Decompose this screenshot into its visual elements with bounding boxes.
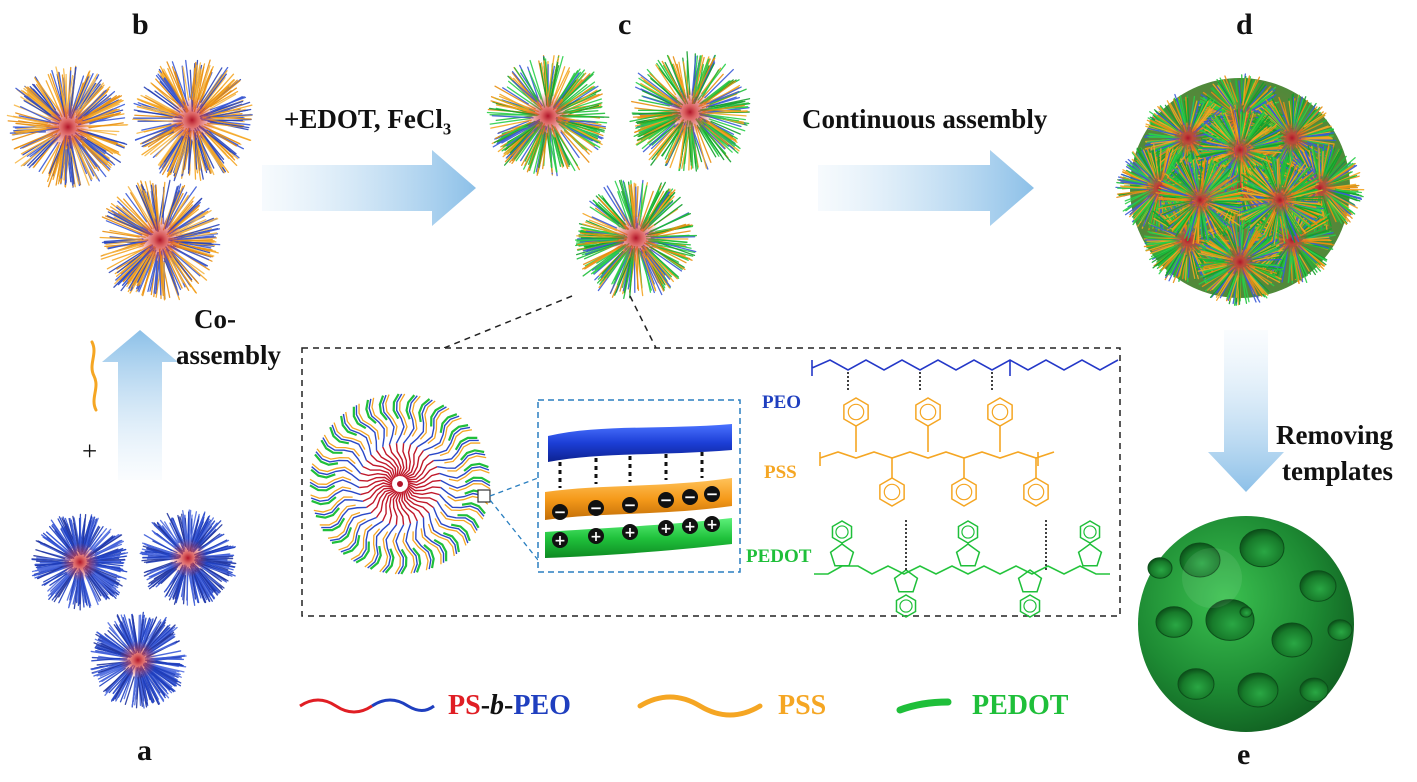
arrow-removing-templates — [1208, 330, 1284, 492]
porous-sphere-e — [1138, 516, 1354, 732]
plus-sign: + — [82, 436, 98, 466]
panel-label-a: a — [137, 734, 152, 767]
pore — [1237, 672, 1279, 708]
negative-charge: − — [658, 491, 674, 509]
cluster-micelle — [1235, 155, 1324, 245]
cluster-micelle — [1195, 218, 1284, 306]
inset-peo-label: PEO — [762, 392, 802, 413]
panel-label-d: d — [1236, 8, 1253, 41]
removing-templates-label-2: templates — [1282, 456, 1393, 486]
negative-charge: − — [588, 499, 604, 517]
pore — [1155, 606, 1193, 638]
zoom-line-right — [629, 295, 657, 349]
pore — [1239, 528, 1285, 568]
negative-charge: − — [552, 503, 568, 521]
inset-pss-label: PSS — [764, 462, 797, 483]
peo-tube — [548, 424, 732, 462]
peo-structure — [811, 359, 1119, 390]
positive-charge: + — [588, 528, 604, 545]
positive-charge: + — [682, 518, 698, 535]
pore — [1179, 542, 1221, 578]
cluster-micelle — [1195, 106, 1285, 195]
positive-charge: + — [622, 524, 638, 541]
pss-strand — [90, 340, 98, 412]
micelle-schematic — [309, 393, 491, 575]
positive-charge: + — [552, 532, 568, 549]
pss-structure — [819, 397, 1055, 507]
inset-pedot-label: PEDOT — [746, 546, 812, 567]
pore — [1147, 557, 1173, 579]
positive-charge: + — [658, 520, 674, 537]
legend-pedot-line — [896, 698, 952, 714]
micelle-b-1 — [6, 65, 129, 188]
micelle-c-1 — [486, 54, 610, 177]
pedot-structure — [814, 520, 1110, 618]
magnify-marker — [477, 489, 491, 503]
pore — [1299, 677, 1329, 703]
edot-fecl3-label: +EDOT, FeCl3 — [284, 104, 452, 139]
legend-pedot-label: PEDOT — [972, 690, 1069, 721]
pore — [1177, 668, 1215, 700]
removing-templates-label-1: Removing — [1276, 420, 1393, 450]
micelle-a-2 — [139, 509, 237, 606]
arrow-continuous — [818, 150, 1034, 226]
negative-charge: − — [704, 485, 720, 503]
arrow-co-assembly — [102, 330, 178, 480]
micelle-c-3 — [574, 179, 698, 300]
negative-charge: − — [622, 496, 638, 514]
micelle-a-1 — [31, 513, 129, 611]
positive-charge: + — [704, 516, 720, 533]
legend-pss-label: PSS — [778, 690, 827, 721]
legend-pss-line — [637, 694, 763, 718]
panel-label-c: c — [618, 8, 632, 41]
micelle-cluster-d — [1115, 73, 1365, 306]
continuous-assembly-label: Continuous assembly — [802, 104, 1048, 134]
pore — [1271, 622, 1313, 658]
panel-label-e: e — [1237, 738, 1251, 771]
panel-label-b: b — [132, 8, 149, 41]
zoom-line-left — [443, 295, 573, 349]
co-assembly-label-1: Co- — [194, 304, 236, 334]
pore — [1327, 619, 1353, 641]
cluster-micelle — [1155, 155, 1245, 245]
legend-ps-b-peo-label: PS-b-PEO — [448, 690, 571, 721]
micelle-c-2 — [629, 51, 751, 172]
micelle-b-3 — [99, 179, 221, 301]
negative-charge: − — [682, 488, 698, 506]
co-assembly-label-2: assembly — [176, 340, 282, 370]
micelle-b-2 — [132, 59, 253, 182]
legend-ps-b-peo-line — [299, 698, 373, 714]
micelle-a-3 — [90, 611, 187, 709]
pore — [1299, 570, 1337, 602]
arrow-edot — [262, 150, 476, 226]
pore — [1239, 606, 1253, 618]
